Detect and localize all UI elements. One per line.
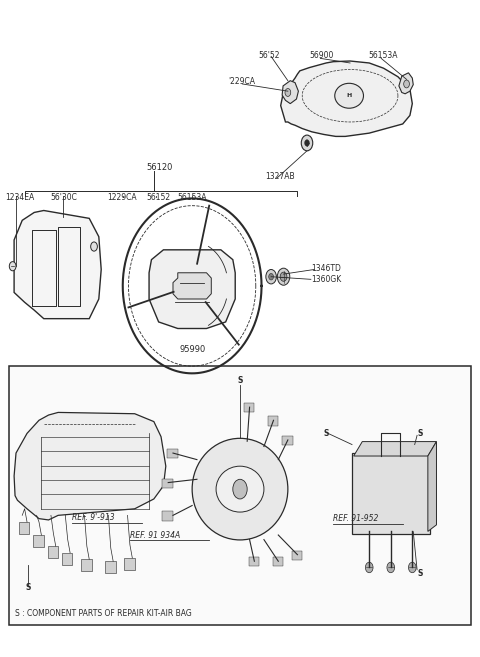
Bar	[81, 559, 92, 571]
Bar	[282, 436, 293, 445]
Text: S : COMPONENT PARTS OF REPAIR KIT-AIR BAG: S : COMPONENT PARTS OF REPAIR KIT-AIR BA…	[15, 609, 192, 618]
Polygon shape	[173, 273, 211, 299]
Polygon shape	[399, 73, 413, 94]
Circle shape	[9, 261, 16, 271]
Text: S: S	[237, 376, 243, 386]
Bar	[167, 449, 178, 459]
Text: S: S	[324, 429, 329, 438]
Circle shape	[305, 140, 310, 147]
Text: 56'52: 56'52	[258, 51, 280, 60]
Bar	[124, 558, 135, 570]
Polygon shape	[354, 442, 436, 456]
Bar	[62, 553, 72, 564]
Bar	[33, 535, 44, 547]
Text: REF. 91-952: REF. 91-952	[333, 514, 379, 523]
Circle shape	[365, 562, 373, 573]
Bar	[162, 479, 173, 487]
Bar	[249, 557, 259, 566]
Text: 56152: 56152	[147, 193, 171, 202]
Bar	[268, 417, 278, 426]
Circle shape	[91, 242, 97, 251]
Text: 56153A: 56153A	[368, 51, 398, 60]
Text: 1360GK: 1360GK	[311, 275, 341, 284]
Text: REF. 9'-913: REF. 9'-913	[72, 513, 115, 522]
Polygon shape	[14, 210, 101, 319]
FancyBboxPatch shape	[352, 453, 430, 534]
Text: REF. 91 934A: REF. 91 934A	[130, 530, 180, 539]
Circle shape	[266, 269, 276, 284]
Circle shape	[387, 562, 395, 573]
Circle shape	[277, 268, 290, 285]
Bar	[273, 557, 283, 566]
Text: S: S	[417, 569, 422, 578]
Text: 1327AB: 1327AB	[265, 172, 295, 181]
Text: H: H	[347, 93, 352, 99]
Text: 95990: 95990	[179, 345, 205, 354]
Circle shape	[280, 272, 287, 281]
Circle shape	[301, 135, 313, 151]
Ellipse shape	[335, 83, 363, 108]
Bar	[105, 561, 116, 573]
Ellipse shape	[216, 466, 264, 512]
Ellipse shape	[192, 438, 288, 540]
Text: S: S	[25, 583, 31, 592]
Text: S: S	[417, 429, 422, 438]
Text: 56900: 56900	[310, 51, 334, 60]
Bar	[48, 546, 58, 558]
Polygon shape	[282, 81, 299, 104]
Circle shape	[285, 89, 291, 97]
Text: 56'30C: 56'30C	[50, 193, 77, 202]
Text: 1346TD: 1346TD	[311, 264, 341, 273]
Circle shape	[269, 273, 274, 280]
Circle shape	[408, 562, 416, 573]
Text: 56120: 56120	[147, 164, 173, 172]
Bar	[19, 522, 29, 533]
Bar	[162, 511, 173, 520]
Bar	[244, 403, 254, 413]
FancyBboxPatch shape	[9, 366, 471, 625]
Polygon shape	[428, 442, 436, 532]
Polygon shape	[281, 61, 412, 137]
Bar	[292, 551, 302, 560]
Text: 56153A: 56153A	[178, 193, 207, 202]
Polygon shape	[149, 250, 235, 328]
Polygon shape	[14, 413, 166, 520]
Circle shape	[233, 480, 247, 499]
Text: '229CA: '229CA	[228, 78, 255, 87]
Circle shape	[404, 80, 409, 88]
Text: 1229CA: 1229CA	[107, 193, 137, 202]
Text: 1234EA: 1234EA	[5, 193, 35, 202]
